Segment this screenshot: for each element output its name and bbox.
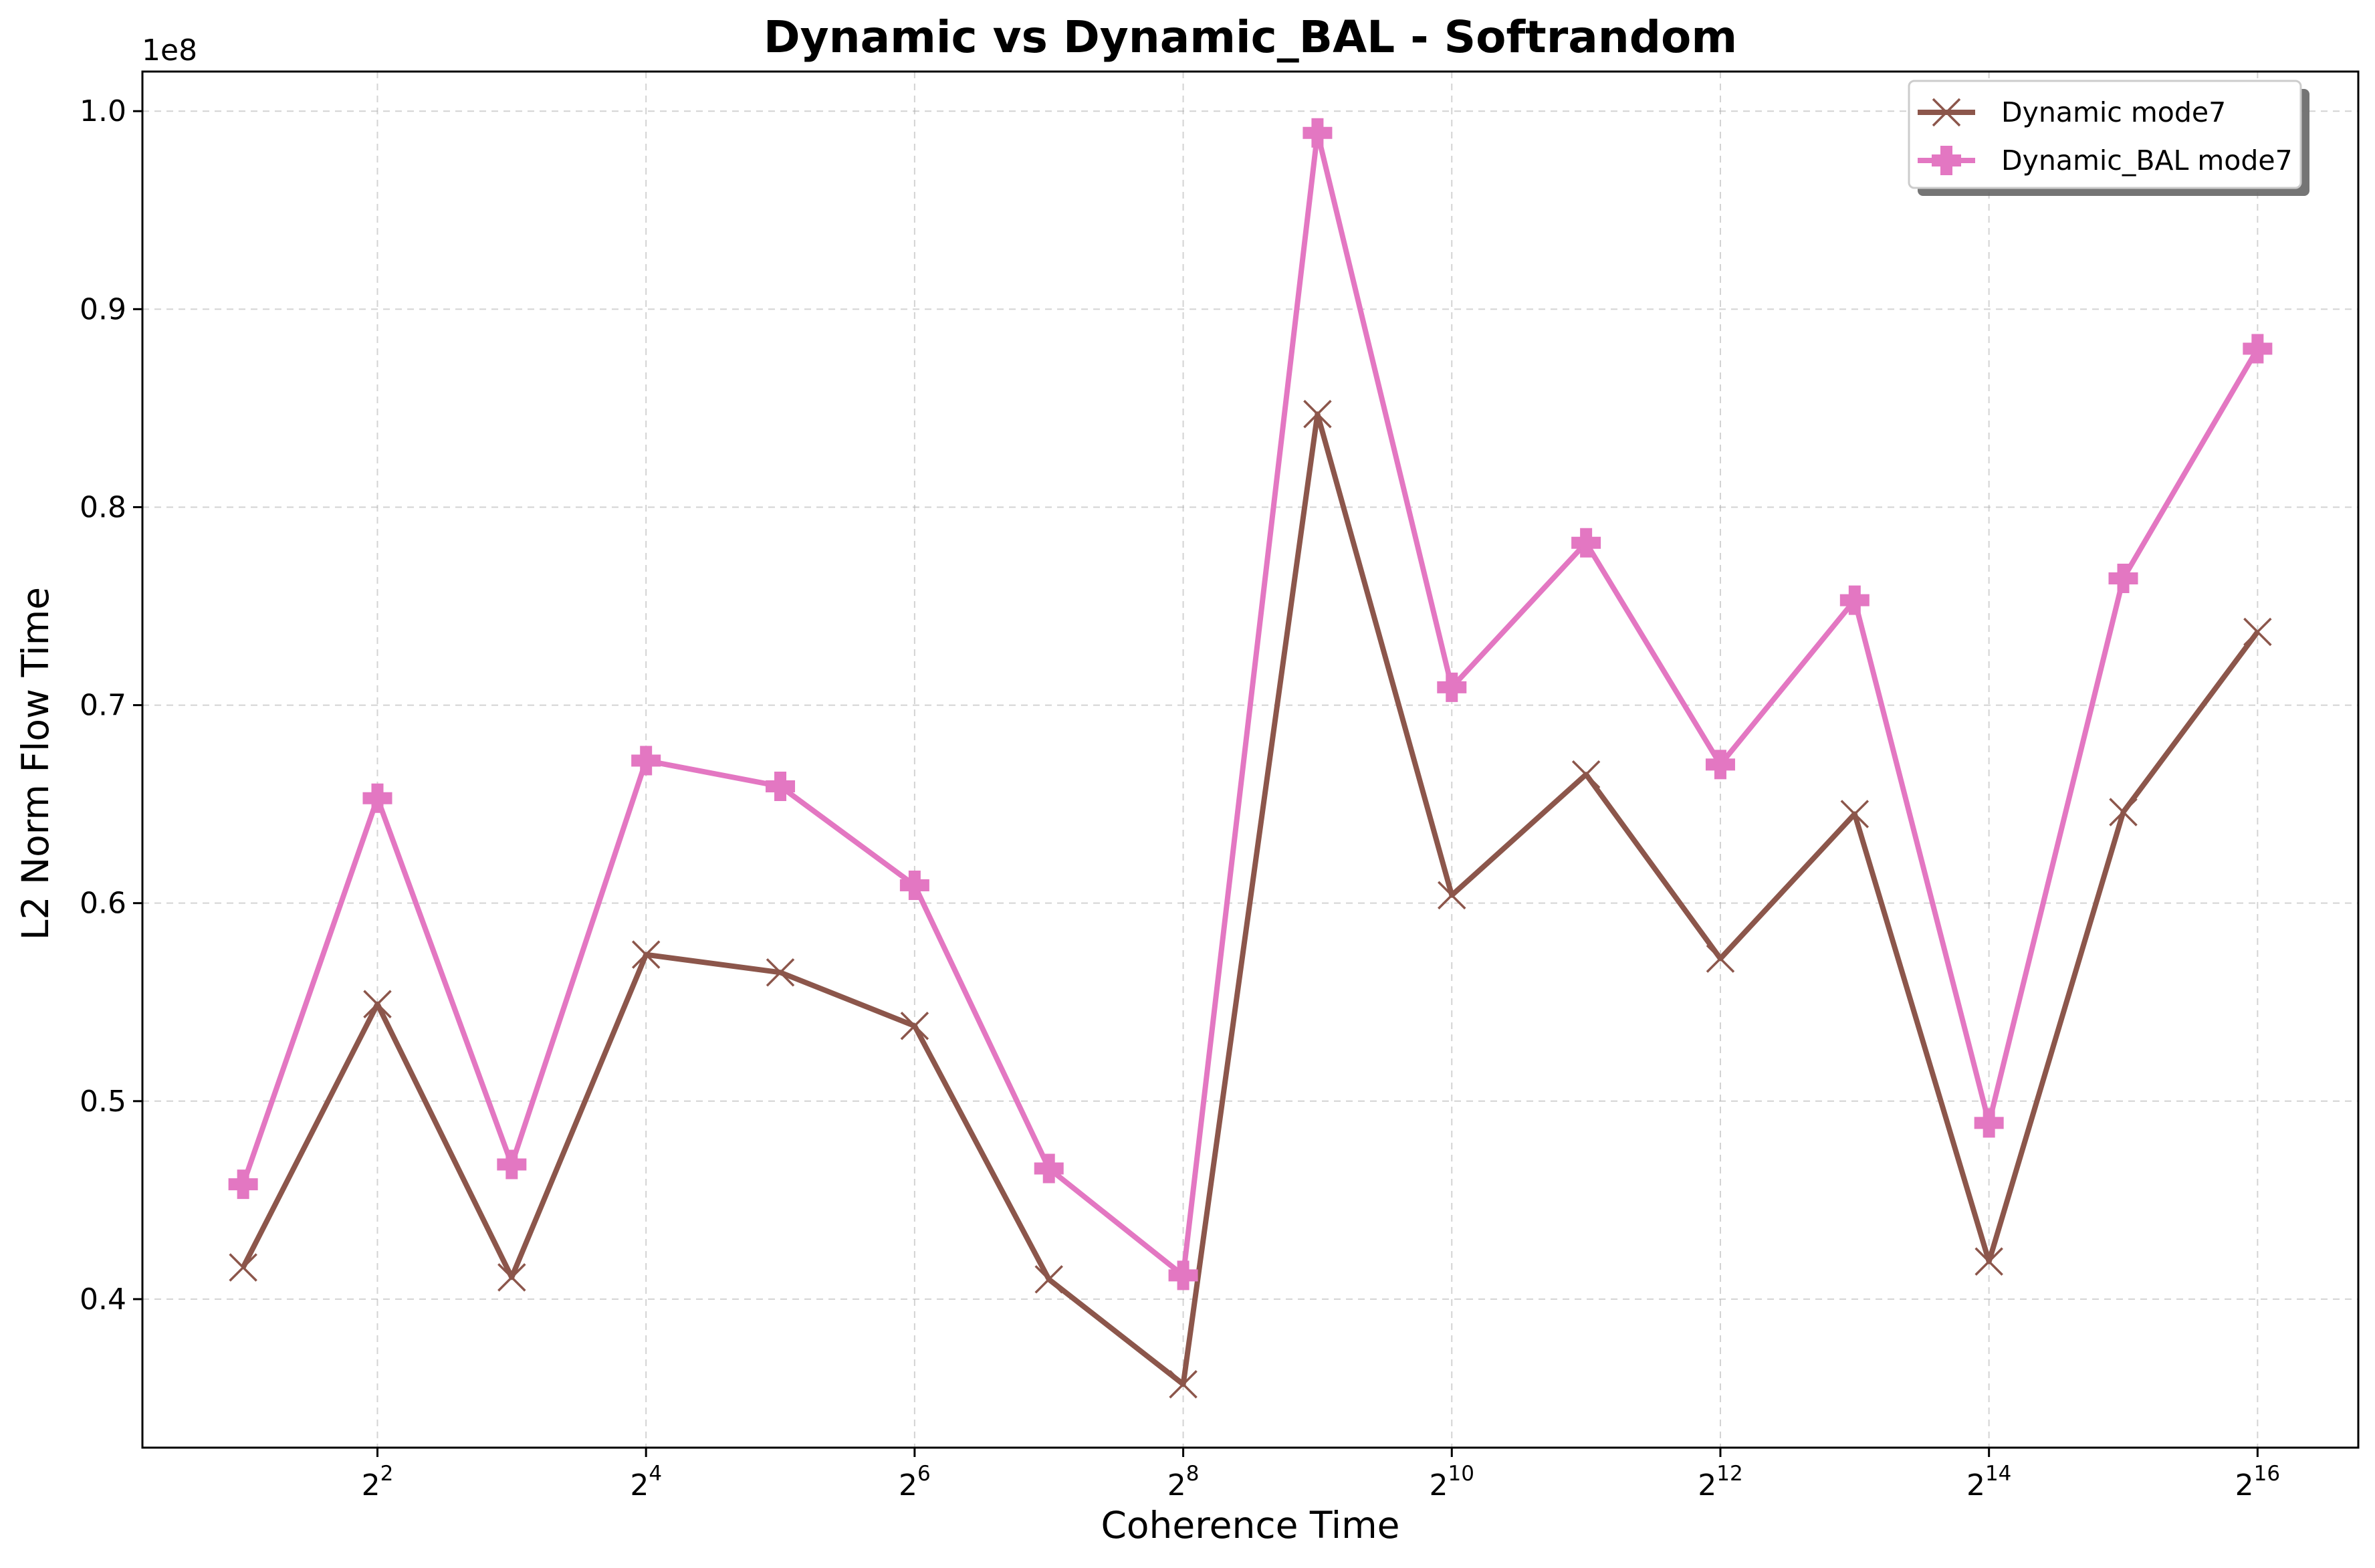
x-tick-label: 26 — [899, 1462, 931, 1502]
series-line — [240, 130, 2260, 1278]
data-point — [1168, 1260, 1198, 1291]
series-line — [241, 411, 2260, 1387]
data-point — [1932, 98, 1961, 127]
y-tick-label: 0.6 — [80, 887, 126, 921]
data-point — [1706, 944, 1735, 973]
data-point — [1034, 1265, 1063, 1294]
data-point — [2109, 798, 2138, 826]
y-axis-offset-label: 1e8 — [142, 33, 197, 68]
y-axis: 0.4 0.5 0.6 0.7 0.8 0.9 1.0 — [80, 94, 142, 1317]
data-point — [1974, 1247, 2003, 1276]
y-tick-label: 0.4 — [80, 1282, 126, 1317]
data-point — [1932, 146, 1961, 175]
data-point — [1438, 881, 1466, 910]
data-point — [1571, 760, 1601, 789]
data-point — [631, 746, 661, 776]
y-tick-label: 0.5 — [80, 1085, 126, 1119]
plot-frame — [141, 70, 2360, 1449]
data-point — [900, 1012, 929, 1040]
y-tick-label: 0.7 — [80, 689, 126, 723]
series-1 — [229, 400, 2272, 1399]
legend-label: Dynamic_BAL mode7 — [2001, 144, 2293, 177]
data-point — [1840, 800, 1870, 828]
data-point — [1705, 750, 1735, 780]
x-tick-label: 22 — [362, 1462, 394, 1502]
data-point — [497, 1263, 526, 1292]
y-tick-label: 0.9 — [80, 292, 126, 326]
y-axis-label: L2 Norm Flow Time — [14, 587, 57, 940]
data-point — [766, 771, 796, 801]
legend-label: Dynamic mode7 — [2001, 96, 2226, 128]
data-point — [766, 958, 795, 987]
data-point — [1974, 1108, 2004, 1138]
x-tick-label: 212 — [1698, 1462, 1742, 1502]
data-point — [228, 1169, 258, 1200]
data-point — [1169, 1370, 1198, 1399]
series-2 — [228, 118, 2273, 1291]
data-point — [2108, 564, 2138, 594]
data-point — [362, 783, 392, 813]
x-axis-label: Coherence Time — [1101, 1504, 1399, 1547]
data-point — [1437, 672, 1467, 702]
legend-box — [1908, 80, 2302, 189]
x-tick-label: 214 — [1966, 1462, 2011, 1502]
x-tick-label: 210 — [1430, 1462, 1474, 1502]
data-point — [363, 990, 392, 1018]
data-point — [1303, 400, 1332, 429]
data-point — [1839, 585, 1870, 615]
data-point — [1303, 118, 1333, 148]
data-point — [899, 871, 929, 901]
legend-item: Dynamic mode7 — [1918, 96, 2226, 128]
chart-title: Dynamic vs Dynamic_BAL - Softrandom — [764, 11, 1737, 63]
data-point — [1571, 528, 1601, 558]
x-axis: 22 24 26 28 210 212 214 216 — [362, 1448, 2280, 1502]
data-point — [497, 1149, 527, 1180]
x-tick-label: 28 — [1167, 1462, 1200, 1502]
data-point — [229, 1253, 257, 1282]
legend-item: Dynamic_BAL mode7 — [1918, 144, 2293, 177]
legend: Dynamic mode7 Dynamic_BAL mode7 — [1908, 80, 2309, 196]
data-point — [2243, 334, 2273, 364]
data-point — [631, 940, 661, 969]
x-tick-label: 216 — [2235, 1462, 2280, 1502]
series-layer — [228, 118, 2273, 1399]
y-tick-label: 0.8 — [80, 490, 126, 524]
x-tick-label: 24 — [630, 1462, 662, 1502]
data-point — [2243, 617, 2272, 647]
y-tick-label: 1.0 — [80, 94, 126, 128]
data-point — [1034, 1153, 1064, 1184]
